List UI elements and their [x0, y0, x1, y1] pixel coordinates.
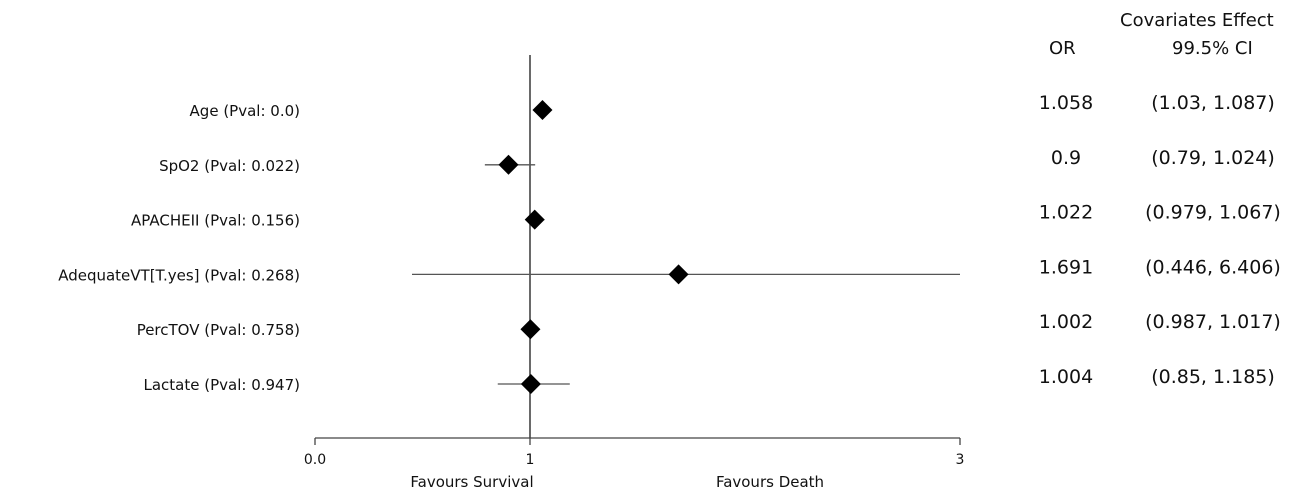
or-column-header: OR: [1049, 38, 1076, 59]
favours-death-label: Favours Death: [716, 473, 824, 491]
ci-column-header-line1: Covariates Effect: [1120, 10, 1274, 31]
row-label: SpO2 (Pval: 0.022): [159, 157, 300, 175]
row-label: Lactate (Pval: 0.947): [144, 376, 301, 394]
ci-value: (0.446, 6.406): [1145, 256, 1281, 278]
or-value: 1.002: [1039, 311, 1093, 333]
x-tick-label: 0.0: [304, 452, 326, 468]
x-tick-label: 1: [526, 452, 535, 468]
ci-value: (0.979, 1.067): [1145, 202, 1281, 224]
ci-value: (0.85, 1.185): [1151, 366, 1275, 388]
ci-value: (0.79, 1.024): [1151, 147, 1275, 169]
or-value: 1.058: [1039, 92, 1093, 114]
row-label: APACHEII (Pval: 0.156): [131, 212, 300, 230]
ci-column-header-line2: 99.5% CI: [1172, 38, 1253, 59]
or-marker: [532, 100, 553, 120]
or-value: 0.9: [1051, 147, 1081, 169]
ci-value: (1.03, 1.087): [1151, 92, 1275, 114]
favours-survival-label: Favours Survival: [410, 473, 533, 491]
or-marker: [498, 154, 519, 175]
or-value: 1.691: [1039, 256, 1093, 278]
x-tick-label: 3: [956, 452, 965, 468]
row-label: Age (Pval: 0.0): [190, 102, 300, 120]
or-marker: [520, 374, 541, 394]
or-marker: [668, 264, 689, 285]
or-marker: [520, 319, 541, 340]
or-marker: [524, 209, 545, 230]
or-value: 1.022: [1039, 202, 1093, 224]
or-value: 1.004: [1039, 366, 1093, 388]
ci-value: (0.987, 1.017): [1145, 311, 1281, 333]
row-label: PercTOV (Pval: 0.758): [137, 321, 300, 339]
row-label: AdequateVT[T.yes] (Pval: 0.268): [58, 266, 300, 284]
